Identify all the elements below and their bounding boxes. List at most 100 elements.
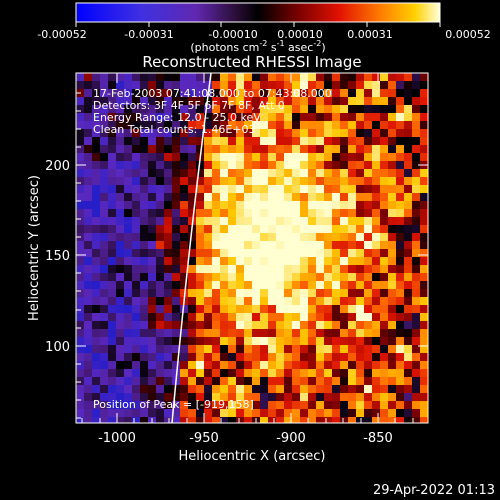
image-pixel: [116, 225, 124, 233]
image-pixel: [220, 241, 228, 249]
image-pixel: [412, 385, 420, 393]
image-pixel: [268, 137, 276, 145]
image-pixel: [332, 345, 340, 353]
image-pixel: [284, 97, 292, 105]
image-pixel: [364, 105, 372, 113]
image-pixel: [380, 305, 388, 313]
image-pixel: [220, 281, 228, 289]
image-pixel: [316, 361, 324, 369]
image-pixel: [260, 281, 268, 289]
image-pixel: [76, 329, 84, 337]
image-pixel: [92, 193, 100, 201]
image-pixel: [284, 201, 292, 209]
image-pixel: [268, 265, 276, 273]
image-pixel: [388, 201, 396, 209]
image-pixel: [252, 193, 260, 201]
image-pixel: [420, 249, 428, 257]
image-pixel: [84, 81, 92, 89]
image-pixel: [252, 145, 260, 153]
image-pixel: [404, 345, 412, 353]
image-pixel: [140, 313, 148, 321]
image-pixel: [284, 305, 292, 313]
image-pixel: [404, 353, 412, 361]
image-pixel: [308, 129, 316, 137]
image-pixel: [396, 369, 404, 377]
image-pixel: [284, 393, 292, 401]
image-pixel: [148, 329, 156, 337]
image-pixel: [300, 313, 308, 321]
image-pixel: [340, 329, 348, 337]
image-pixel: [260, 417, 268, 423]
image-pixel: [332, 177, 340, 185]
image-pixel: [164, 201, 172, 209]
image-pixel: [204, 321, 212, 329]
image-pixel: [404, 337, 412, 345]
image-pixel: [124, 81, 132, 89]
image-pixel: [188, 409, 196, 417]
image-pixel: [292, 145, 300, 153]
image-pixel: [196, 401, 204, 409]
image-pixel: [316, 313, 324, 321]
image-pixel: [108, 249, 116, 257]
image-pixel: [156, 81, 164, 89]
image-pixel: [300, 345, 308, 353]
image-pixel: [404, 177, 412, 185]
image-pixel: [180, 249, 188, 257]
image-pixel: [308, 409, 316, 417]
image-pixel: [220, 233, 228, 241]
image-pixel: [180, 145, 188, 153]
image-pixel: [116, 401, 124, 409]
image-pixel: [300, 273, 308, 281]
image-pixel: [148, 193, 156, 201]
axis-ticks: [76, 73, 428, 423]
image-pixel: [364, 73, 372, 81]
image-pixel: [300, 249, 308, 257]
image-pixel: [252, 249, 260, 257]
image-pixel: [228, 321, 236, 329]
image-pixel: [300, 289, 308, 297]
image-pixel: [84, 121, 92, 129]
image-pixel: [356, 369, 364, 377]
image-pixel: [308, 209, 316, 217]
image-pixel: [212, 121, 220, 129]
image-pixel: [228, 377, 236, 385]
image-pixel: [388, 153, 396, 161]
image-pixel: [76, 409, 84, 417]
image-pixel: [156, 361, 164, 369]
image-pixel: [172, 209, 180, 217]
image-pixel: [100, 193, 108, 201]
image-pixel: [348, 241, 356, 249]
image-pixel: [252, 121, 260, 129]
image-pixel: [220, 257, 228, 265]
image-pixel: [356, 121, 364, 129]
image-pixel: [76, 169, 84, 177]
image-pixel: [212, 281, 220, 289]
image-pixel: [268, 313, 276, 321]
image-pixel: [316, 369, 324, 377]
image-pixel: [188, 353, 196, 361]
image-pixel: [228, 337, 236, 345]
image-pixel: [132, 361, 140, 369]
image-pixel: [132, 353, 140, 361]
image-pixel: [124, 401, 132, 409]
image-pixel: [404, 385, 412, 393]
image-pixel: [260, 369, 268, 377]
image-pixel: [84, 369, 92, 377]
image-pixel: [420, 329, 428, 337]
image-pixel: [364, 209, 372, 217]
image-pixel: [228, 233, 236, 241]
image-pixel: [140, 257, 148, 265]
colorbar-tick-label: -0.00031: [124, 28, 173, 41]
image-pixel: [244, 321, 252, 329]
image-pixel: [268, 73, 276, 81]
image-pixel: [204, 129, 212, 137]
image-pixel: [204, 249, 212, 257]
image-pixel: [380, 393, 388, 401]
image-pixel: [300, 177, 308, 185]
image-pixel: [188, 129, 196, 137]
image-pixel: [84, 105, 92, 113]
image-pixel: [284, 273, 292, 281]
image-pixel: [212, 377, 220, 385]
image-pixel: [292, 113, 300, 121]
image-pixel: [332, 81, 340, 89]
